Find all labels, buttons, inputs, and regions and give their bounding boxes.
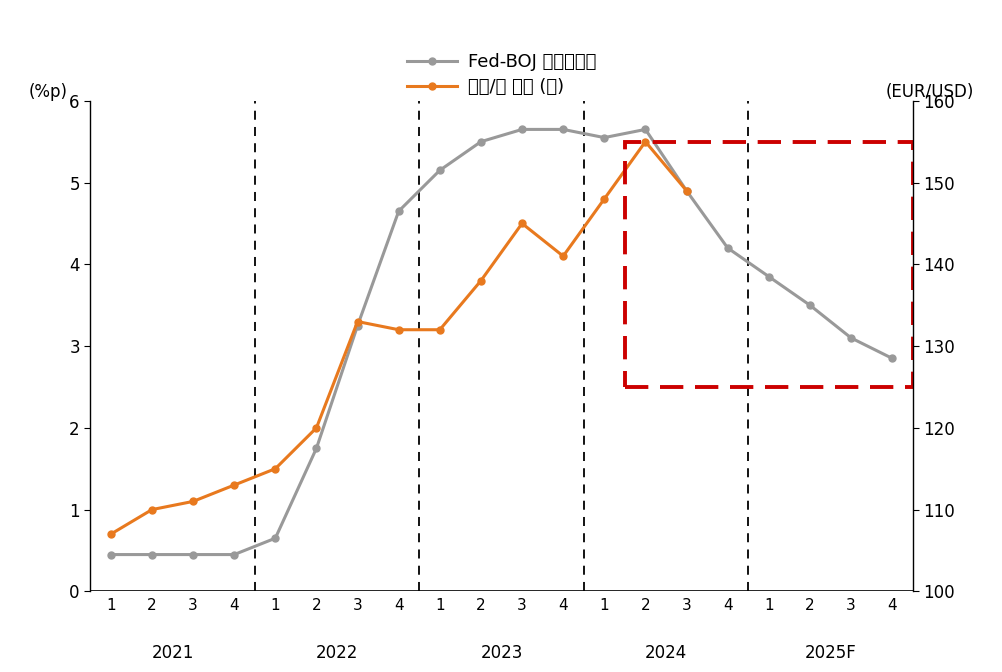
- Text: 2023: 2023: [480, 644, 522, 662]
- Text: 2022: 2022: [316, 644, 358, 662]
- Text: 2025F: 2025F: [804, 644, 856, 662]
- Bar: [624, 142, 912, 387]
- Text: 2024: 2024: [644, 644, 686, 662]
- Text: (%p): (%p): [28, 83, 67, 101]
- Text: (EUR/USD): (EUR/USD): [885, 83, 974, 101]
- Text: 2021: 2021: [151, 644, 193, 662]
- Legend: Fed-BOJ 정책금리차, 달러/엔 환율 (우): Fed-BOJ 정책금리차, 달러/엔 환율 (우): [399, 46, 603, 103]
